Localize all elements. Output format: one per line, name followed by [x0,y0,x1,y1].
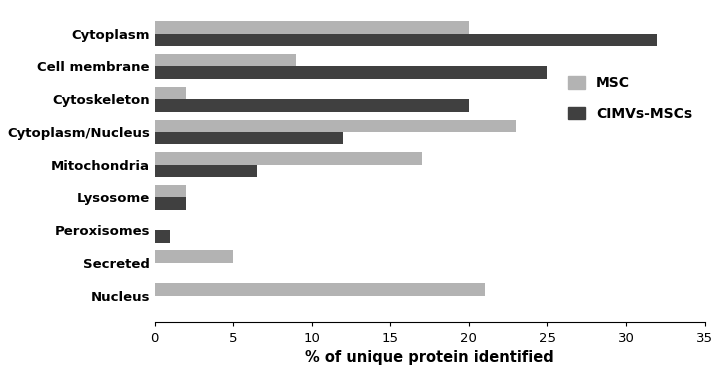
Legend: MSC, CIMVs-MSCs: MSC, CIMVs-MSCs [562,71,698,126]
Bar [155,283,485,296]
Bar [155,34,657,46]
Bar [155,152,422,165]
Bar [155,132,343,144]
X-axis label: % of unique protein identified: % of unique protein identified [305,350,554,365]
Bar [155,185,186,198]
Bar [155,165,257,177]
Bar [155,54,296,67]
Bar [155,21,469,34]
Bar [155,99,469,112]
Bar [155,87,186,99]
Bar [155,67,547,79]
Bar [155,198,186,210]
Bar [155,119,516,132]
Bar [155,250,233,263]
Bar [155,230,171,243]
